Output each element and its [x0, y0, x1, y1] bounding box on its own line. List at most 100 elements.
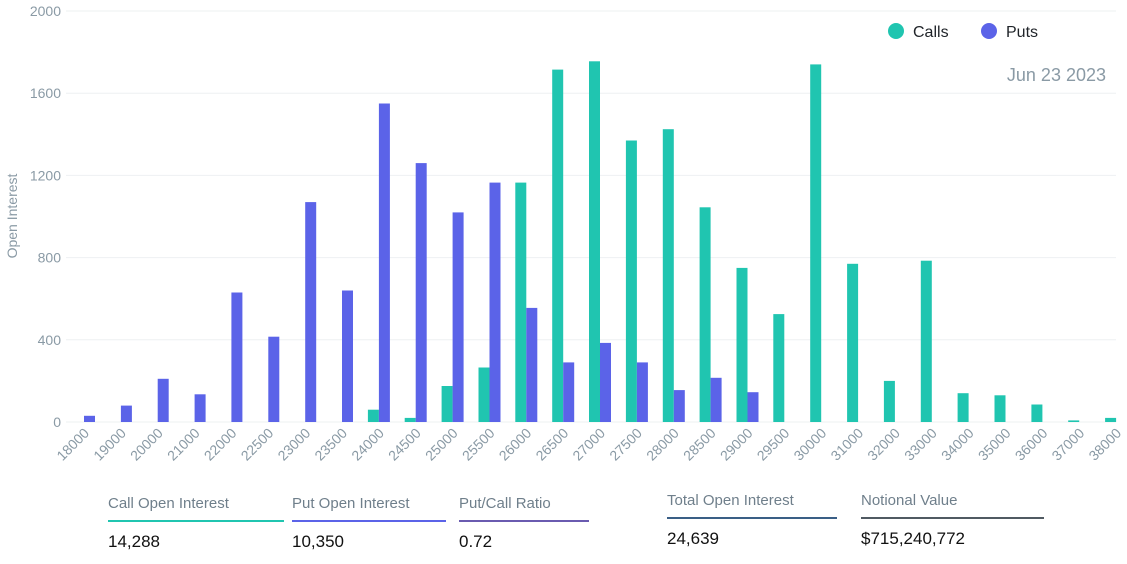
bar-puts-23500[interactable] [342, 290, 353, 423]
x-tick-label: 20000 [127, 425, 166, 464]
bar-calls-37000[interactable] [1068, 420, 1080, 422]
open-interest-chart: 0 400 800 1200 1600 2000 Open Interest 180001… [4, 3, 1124, 464]
x-tick-label: 34000 [938, 425, 977, 464]
legend-puts-swatch [981, 23, 997, 39]
stat-value: 14,288 [108, 532, 160, 551]
y-tick-label: 400 [38, 332, 62, 348]
x-axis-ticks: 1800019000200002100022000225002300023500… [53, 425, 1124, 464]
x-tick-label: 25500 [459, 425, 498, 464]
bar-puts-28500[interactable] [710, 377, 722, 422]
bar-calls-25000[interactable] [441, 386, 453, 422]
x-tick-label: 29000 [717, 425, 756, 464]
x-tick-label: 27000 [569, 425, 608, 464]
bar-puts-24500[interactable] [415, 163, 427, 422]
legend-puts[interactable]: Puts [981, 23, 1038, 41]
stat-label: Put/Call Ratio [459, 495, 551, 512]
bar-calls-24000[interactable] [367, 409, 379, 422]
stat-label: Total Open Interest [667, 492, 794, 509]
x-tick-label: 29500 [754, 425, 793, 464]
legend-puts-label: Puts [1006, 24, 1038, 41]
legend-calls[interactable]: Calls [888, 23, 949, 41]
bar-calls-25500[interactable] [478, 367, 490, 423]
x-tick-label: 37000 [1048, 425, 1087, 464]
bar-puts-27000[interactable] [600, 342, 611, 422]
y-tick-label: 1200 [30, 167, 61, 183]
x-tick-label: 28000 [643, 425, 682, 464]
y-tick-label: 800 [38, 250, 62, 266]
x-tick-label: 19000 [90, 425, 129, 464]
bar-puts-27500[interactable] [636, 362, 648, 422]
y-tick-label: 0 [53, 414, 61, 430]
stat-label: Put Open Interest [292, 495, 410, 512]
bar-puts-22000[interactable] [231, 292, 243, 423]
bar-calls-29000[interactable] [736, 267, 748, 422]
y-axis-label: Open Interest [4, 173, 20, 258]
bar-puts-22500[interactable] [268, 336, 280, 422]
x-tick-label: 27500 [606, 425, 645, 464]
bar-calls-32000[interactable] [883, 380, 895, 422]
stat-total-open-interest: Total Open Interest 24,639 [667, 489, 837, 549]
bar-calls-27000[interactable] [589, 61, 600, 423]
stat-value: $715,240,772 [861, 529, 965, 548]
bar-puts-24000[interactable] [378, 103, 390, 423]
bar-calls-26500[interactable] [552, 69, 564, 422]
bar-calls-24500[interactable] [404, 417, 416, 422]
bar-calls-28500[interactable] [699, 207, 711, 422]
x-tick-label: 24000 [348, 425, 387, 464]
stat-underline [292, 520, 446, 522]
bar-puts-20000[interactable] [157, 378, 169, 422]
y-tick-label: 1600 [30, 85, 61, 101]
bar-calls-33000[interactable] [920, 260, 932, 422]
bar-puts-19000[interactable] [120, 405, 132, 422]
bar-calls-27500[interactable] [625, 140, 637, 423]
bar-calls-38000[interactable] [1105, 417, 1117, 422]
legend-calls-swatch [888, 23, 904, 39]
x-tick-label: 35000 [975, 425, 1014, 464]
x-tick-label: 25000 [422, 425, 461, 464]
bar-puts-26500[interactable] [563, 362, 575, 422]
stat-value: 24,639 [667, 529, 719, 548]
x-tick-label: 38000 [1085, 425, 1124, 464]
stat-underline [108, 520, 284, 522]
stat-underline [459, 520, 589, 522]
bar-calls-35000[interactable] [994, 395, 1006, 422]
x-tick-label: 36000 [1012, 425, 1051, 464]
bar-calls-36000[interactable] [1031, 404, 1043, 423]
x-tick-label: 22000 [201, 425, 240, 464]
x-tick-label: 21000 [164, 425, 203, 464]
x-tick-label: 23500 [311, 425, 350, 464]
x-tick-label: 24500 [385, 425, 424, 464]
stat-put-open-interest: Put Open Interest 10,350 [292, 492, 446, 552]
stat-label: Call Open Interest [108, 495, 229, 512]
y-tick-label: 2000 [30, 3, 61, 19]
x-tick-label: 28500 [680, 425, 719, 464]
bar-puts-29000[interactable] [747, 392, 759, 422]
stat-label: Notional Value [861, 492, 958, 509]
bar-puts-18000[interactable] [84, 415, 95, 422]
bar-puts-23000[interactable] [305, 202, 317, 422]
y-axis-ticks: 0 400 800 1200 1600 2000 [30, 3, 61, 430]
x-tick-label: 30000 [790, 425, 829, 464]
bar-calls-29500[interactable] [773, 314, 785, 422]
x-tick-label: 32000 [864, 425, 903, 464]
bar-puts-25500[interactable] [489, 182, 501, 422]
x-tick-label: 18000 [53, 425, 92, 464]
bars [84, 61, 1117, 423]
x-tick-label: 26000 [496, 425, 535, 464]
bar-calls-34000[interactable] [957, 393, 969, 422]
bar-calls-28000[interactable] [662, 129, 674, 422]
legend-calls-label: Calls [913, 24, 949, 41]
bar-calls-26000[interactable] [515, 182, 527, 422]
stat-put-call-ratio: Put/Call Ratio 0.72 [459, 492, 589, 552]
bar-puts-25000[interactable] [452, 212, 464, 422]
legend: Calls Puts [888, 23, 1038, 41]
x-tick-label: 23000 [274, 425, 313, 464]
bar-calls-31000[interactable] [847, 263, 859, 422]
bar-puts-28000[interactable] [673, 390, 685, 422]
bar-puts-21000[interactable] [194, 394, 206, 422]
x-tick-label: 31000 [827, 425, 866, 464]
stat-call-open-interest: Call Open Interest 14,288 [108, 492, 284, 552]
stat-value: 10,350 [292, 532, 344, 551]
bar-calls-30000[interactable] [810, 64, 822, 423]
bar-puts-26000[interactable] [526, 307, 538, 422]
